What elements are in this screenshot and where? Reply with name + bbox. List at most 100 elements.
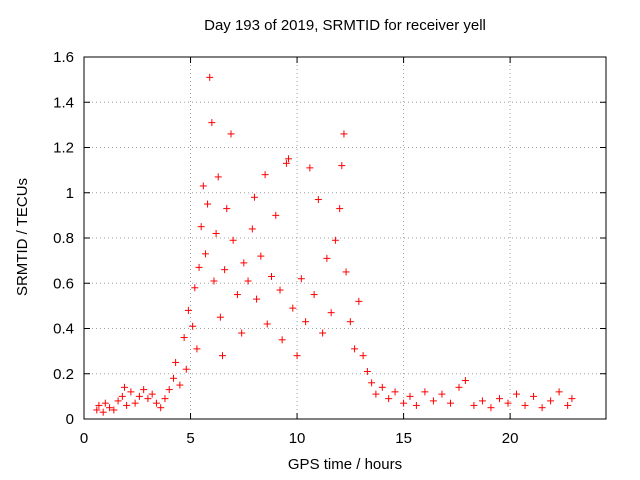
data-point bbox=[547, 397, 555, 405]
data-point bbox=[276, 286, 284, 294]
data-point bbox=[478, 397, 486, 405]
data-point bbox=[521, 401, 529, 409]
data-point bbox=[327, 309, 335, 317]
data-point bbox=[555, 388, 563, 396]
data-point bbox=[272, 211, 280, 219]
data-point bbox=[191, 284, 199, 292]
data-point bbox=[123, 401, 131, 409]
data-point bbox=[368, 379, 376, 387]
data-point bbox=[140, 386, 148, 394]
data-point bbox=[323, 254, 331, 262]
data-point bbox=[182, 365, 190, 373]
data-point bbox=[278, 336, 286, 344]
data-point bbox=[120, 383, 128, 391]
data-point bbox=[461, 377, 469, 385]
x-tick-label: 15 bbox=[395, 430, 412, 447]
data-point bbox=[406, 392, 414, 400]
data-point bbox=[101, 399, 109, 407]
y-tick-label: 0 bbox=[66, 411, 74, 428]
x-tick-label: 10 bbox=[289, 430, 306, 447]
data-point bbox=[99, 408, 107, 416]
data-point bbox=[118, 392, 126, 400]
y-tick-label: 1.2 bbox=[53, 140, 74, 157]
data-point bbox=[131, 399, 139, 407]
data-point bbox=[210, 277, 218, 285]
data-point bbox=[495, 395, 503, 403]
data-point bbox=[250, 193, 258, 201]
data-point bbox=[212, 229, 220, 237]
data-point bbox=[363, 367, 371, 375]
data-point bbox=[487, 404, 495, 412]
data-point bbox=[218, 352, 226, 360]
data-point bbox=[223, 205, 231, 213]
y-tick-label: 1.4 bbox=[53, 94, 74, 111]
data-point bbox=[257, 252, 265, 260]
chart-title: Day 193 of 2019, SRMTID for receiver yel… bbox=[204, 17, 486, 34]
y-tick-label: 0.6 bbox=[53, 275, 74, 292]
data-point bbox=[263, 320, 271, 328]
data-point bbox=[214, 173, 222, 181]
data-point bbox=[199, 182, 207, 190]
x-axis-label: GPS time / hours bbox=[287, 456, 403, 473]
data-point bbox=[314, 196, 322, 204]
data-point bbox=[144, 395, 152, 403]
data-point bbox=[297, 275, 305, 283]
y-tick-label: 1.6 bbox=[53, 49, 74, 66]
x-tick-label: 0 bbox=[80, 430, 88, 447]
data-point bbox=[285, 155, 293, 163]
data-point bbox=[197, 223, 205, 231]
data-point bbox=[176, 381, 184, 389]
data-point bbox=[513, 390, 521, 398]
data-point bbox=[438, 390, 446, 398]
data-point bbox=[114, 397, 122, 405]
data-point bbox=[355, 297, 363, 305]
data-point bbox=[504, 399, 512, 407]
data-point bbox=[336, 205, 344, 213]
data-point bbox=[391, 388, 399, 396]
data-point bbox=[206, 73, 214, 81]
data-point bbox=[568, 395, 576, 403]
data-point bbox=[180, 334, 188, 342]
data-point bbox=[172, 358, 180, 366]
data-point bbox=[412, 401, 420, 409]
data-point bbox=[289, 304, 297, 312]
grid-lines bbox=[84, 57, 606, 419]
y-tick-label: 1 bbox=[66, 185, 74, 202]
y-tick-label: 0.8 bbox=[53, 230, 74, 247]
data-point bbox=[95, 401, 103, 409]
data-point bbox=[221, 266, 229, 274]
data-point bbox=[195, 263, 203, 271]
data-point bbox=[319, 329, 327, 337]
data-point bbox=[193, 345, 201, 353]
data-point bbox=[378, 383, 386, 391]
data-point bbox=[470, 401, 478, 409]
data-point bbox=[189, 322, 197, 330]
data-point bbox=[306, 164, 314, 172]
data-point bbox=[238, 329, 246, 337]
data-point bbox=[372, 390, 380, 398]
data-point bbox=[216, 313, 224, 321]
data-point bbox=[421, 388, 429, 396]
data-point bbox=[253, 295, 261, 303]
data-point bbox=[261, 171, 269, 179]
data-point bbox=[227, 130, 235, 138]
data-point bbox=[229, 236, 237, 244]
data-point bbox=[106, 404, 114, 412]
data-point bbox=[293, 352, 301, 360]
data-point bbox=[208, 119, 216, 127]
data-point bbox=[446, 399, 454, 407]
data-point bbox=[165, 386, 173, 394]
data-point bbox=[564, 401, 572, 409]
data-point bbox=[359, 352, 367, 360]
data-point bbox=[310, 291, 318, 299]
data-point bbox=[331, 236, 339, 244]
x-tick-label: 5 bbox=[186, 430, 194, 447]
data-point bbox=[135, 392, 143, 400]
data-point bbox=[240, 259, 248, 267]
data-point bbox=[110, 406, 118, 414]
data-point bbox=[248, 225, 256, 233]
data-point bbox=[302, 318, 310, 326]
data-point bbox=[184, 306, 192, 314]
data-point bbox=[201, 250, 209, 258]
